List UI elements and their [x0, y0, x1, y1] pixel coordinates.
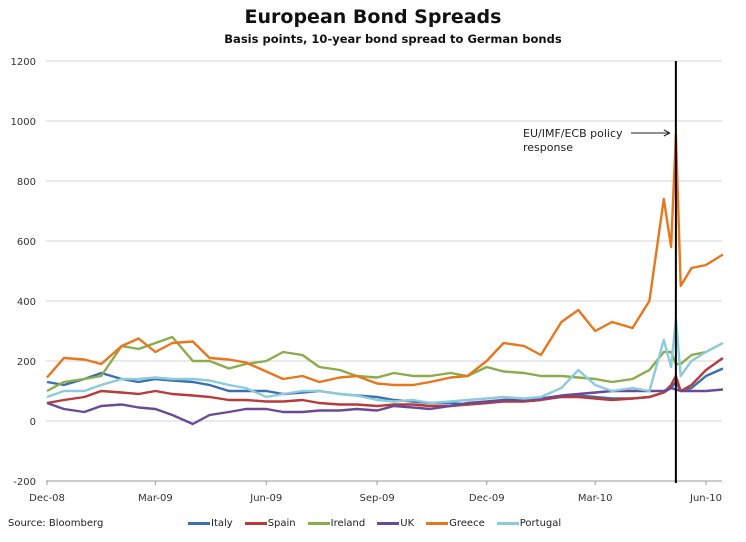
annotation-arrowhead [663, 129, 671, 137]
x-tick-label: Dec-08 [29, 493, 65, 504]
annotation-text: EU/IMF/ECB policy [523, 127, 623, 140]
legend-label: Portugal [519, 518, 562, 529]
x-tick-label: Dec-09 [469, 493, 505, 504]
legend: Italy Spain Ireland UK Greece Portugal [188, 518, 561, 529]
series-line-spain [46, 357, 724, 408]
y-tick-label: 600 [17, 237, 36, 248]
x-tick-label: Jun-09 [249, 493, 282, 504]
legend-swatch [426, 522, 449, 525]
legend-label: Italy [211, 518, 233, 529]
legend-item-italy: Italy [188, 518, 233, 529]
series-line-portugal [46, 317, 724, 405]
legend-label: Greece [449, 518, 485, 529]
legend-label: Spain [267, 518, 296, 529]
y-tick-label: 1000 [11, 117, 36, 128]
legend-item-greece: Greece [426, 518, 485, 529]
y-tick-label: 200 [17, 357, 36, 368]
y-tick-label: 800 [17, 177, 36, 188]
x-tick-label: Jun-10 [689, 493, 722, 504]
x-tick-label: Mar-10 [578, 493, 613, 504]
legend-swatch [188, 522, 210, 525]
x-tick-label: Mar-09 [138, 493, 173, 504]
source-note: Source: Bloomberg [8, 518, 104, 529]
y-tick-label: 0 [30, 417, 36, 428]
legend-swatch [244, 522, 267, 525]
legend-swatch [377, 522, 400, 525]
legend-swatch [496, 522, 519, 525]
legend-label: UK [400, 518, 415, 529]
series-line-uk [46, 386, 724, 426]
legend-item-uk: UK [377, 518, 414, 529]
legend-item-spain: Spain [244, 518, 296, 529]
chart-title: European Bond Spreads [244, 6, 502, 28]
x-tick-label: Sep-09 [360, 493, 395, 504]
y-tick-label: 400 [17, 297, 36, 308]
legend-swatch [307, 522, 330, 525]
series-line-ireland [46, 335, 724, 393]
series-line-greece [46, 133, 724, 387]
legend-item-ireland: Ireland [307, 518, 366, 529]
annotation-text: response [523, 141, 573, 154]
legend-label: Ireland [330, 518, 366, 529]
legend-item-portugal: Portugal [496, 518, 562, 529]
y-tick-label: -200 [13, 477, 36, 488]
chart-subtitle: Basis points, 10-year bond spread to Ger… [224, 32, 562, 46]
y-tick-label: 1200 [11, 57, 36, 68]
